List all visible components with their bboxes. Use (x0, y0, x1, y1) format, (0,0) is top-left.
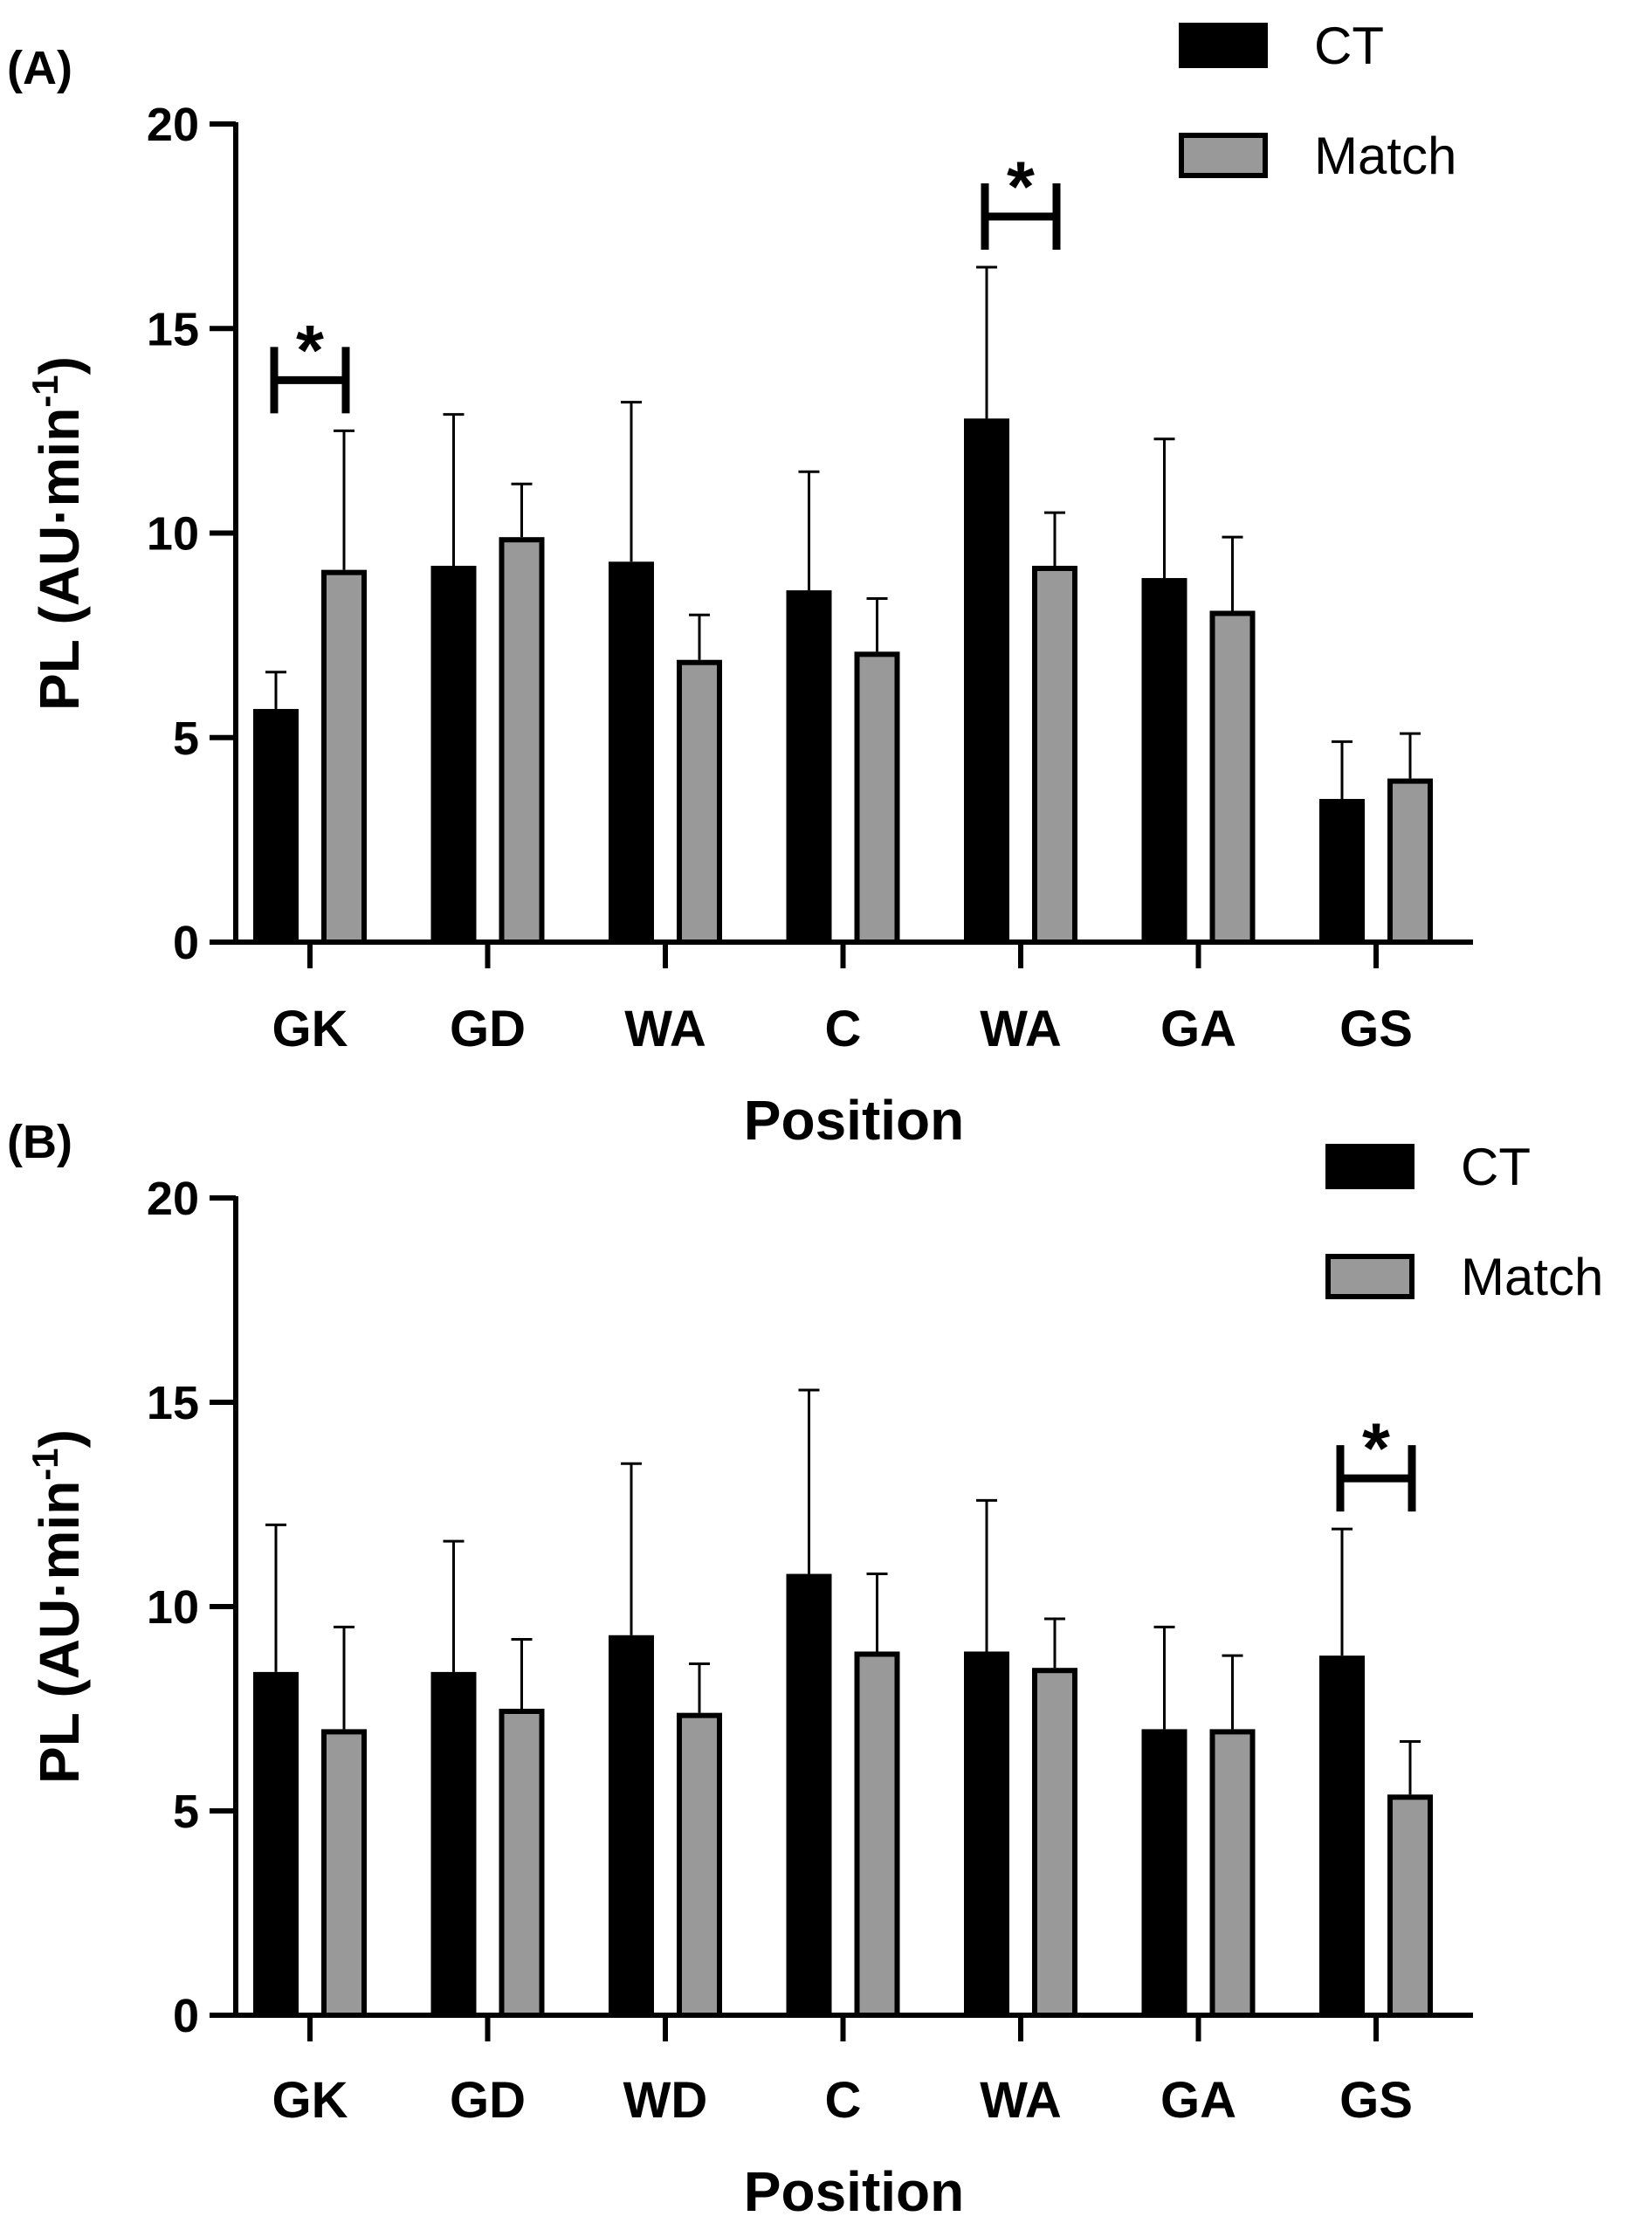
y-axis-title: PL (AU·min-1) (24, 1429, 91, 1784)
bar-match-wd (677, 1712, 722, 2019)
bar-match-ga (1209, 610, 1256, 945)
x-tick-label: C (825, 2072, 862, 2129)
bar-ct-c (786, 1573, 832, 2015)
bar-match-wa (677, 659, 722, 945)
x-tick-label: GD (450, 2072, 526, 2129)
bar-ct-wd (609, 1635, 654, 2015)
x-tick-label: GA (1160, 2072, 1236, 2129)
panel-label: (B) (7, 1116, 72, 1168)
bar-match-c (854, 651, 900, 945)
bar-ct-gd (430, 565, 477, 942)
x-tick-label: WA (980, 1001, 1061, 1057)
panel-label: (A) (7, 42, 72, 94)
y-tick-label: 0 (173, 917, 199, 969)
significance-star: * (296, 311, 324, 390)
x-tick-label: GS (1339, 2072, 1413, 2129)
x-tick-label: GK (272, 1001, 348, 1057)
y-tick-label: 5 (173, 1786, 199, 1838)
y-axis-title-main: PL (AU·min (28, 408, 91, 711)
bar-ct-gk (253, 1671, 299, 2015)
bar-match-gd (499, 537, 545, 945)
bar-ct-gs (1319, 1655, 1365, 2015)
bar-ct-wa (964, 1651, 1009, 2015)
y-tick-label: 10 (147, 508, 199, 561)
bar-match-gk (321, 569, 367, 945)
bar-ct-c (786, 590, 832, 942)
y-tick-label: 20 (147, 1173, 199, 1225)
y-tick-label: 0 (173, 1990, 199, 2042)
bar-match-c (854, 1651, 900, 2018)
y-tick-label: 20 (147, 99, 199, 151)
legend-label-ct: CT (1314, 17, 1384, 75)
x-tick-label: WA (624, 1001, 706, 1057)
bar-match-wa (1032, 1668, 1077, 2018)
y-tick-label: 15 (147, 303, 199, 355)
legend-label-match: Match (1314, 127, 1456, 185)
legend-swatch-ct (1325, 1144, 1415, 1189)
y-tick-label: 10 (147, 1581, 199, 1634)
x-tick-label: GK (272, 2072, 348, 2129)
x-tick-label: GD (450, 1001, 526, 1057)
y-axis-title: PL (AU·min-1) (24, 356, 91, 711)
bar-ct-ga (1141, 578, 1187, 942)
bar-ct-gs (1319, 799, 1365, 942)
significance-star: * (1362, 1409, 1390, 1489)
legend: CT Match (1179, 17, 1456, 185)
x-axis-title: Position (744, 2160, 964, 2223)
x-tick-label: GS (1339, 1001, 1413, 1057)
bar-match-gs (1387, 1794, 1433, 2019)
bar-match-ga (1209, 1729, 1256, 2019)
bar-ct-gd (430, 1671, 477, 2015)
y-axis-title-close: ) (28, 1429, 91, 1448)
y-axis-title-close: ) (28, 356, 91, 375)
y-axis-title-superscript: -1 (24, 1448, 65, 1480)
legend-swatch-ct (1179, 23, 1268, 68)
bar-ct-gk (253, 708, 299, 942)
y-axis-title-superscript: -1 (24, 375, 65, 407)
bar-match-gs (1387, 778, 1433, 945)
bar-ct-wa (609, 561, 654, 942)
y-tick-label: 15 (147, 1377, 199, 1429)
y-tick-label: 5 (173, 712, 199, 765)
bar-match-wa (1032, 565, 1077, 945)
chart-panel-a: (A) 0 5 10 15 20 GK * GD WA C WA * GA GS Position PL (AU… (7, 17, 1473, 1152)
x-tick-label: WA (980, 2072, 1061, 2129)
legend-label-ct: CT (1461, 1138, 1531, 1196)
x-axis-title: Position (744, 1089, 964, 1152)
legend: CT Match (1325, 1138, 1603, 1306)
legend-label-match: Match (1461, 1248, 1603, 1306)
x-tick-label: GA (1160, 1001, 1236, 1057)
legend-swatch-match (1325, 1254, 1415, 1299)
y-axis-title-main: PL (AU·min (28, 1481, 91, 1784)
bar-ct-wa (964, 418, 1009, 942)
bar-ct-ga (1141, 1729, 1187, 2015)
x-tick-label: C (825, 1001, 862, 1057)
legend-swatch-match (1179, 133, 1268, 178)
x-tick-label: WD (623, 2072, 708, 2129)
bar-match-gd (499, 1709, 545, 2018)
chart-panel-b: (B) 0 5 10 15 20 GK GD WD C WA GA GS * Position PL (AU·… (7, 1116, 1603, 2223)
significance-star: * (1007, 148, 1035, 227)
bar-match-gk (321, 1729, 367, 2019)
